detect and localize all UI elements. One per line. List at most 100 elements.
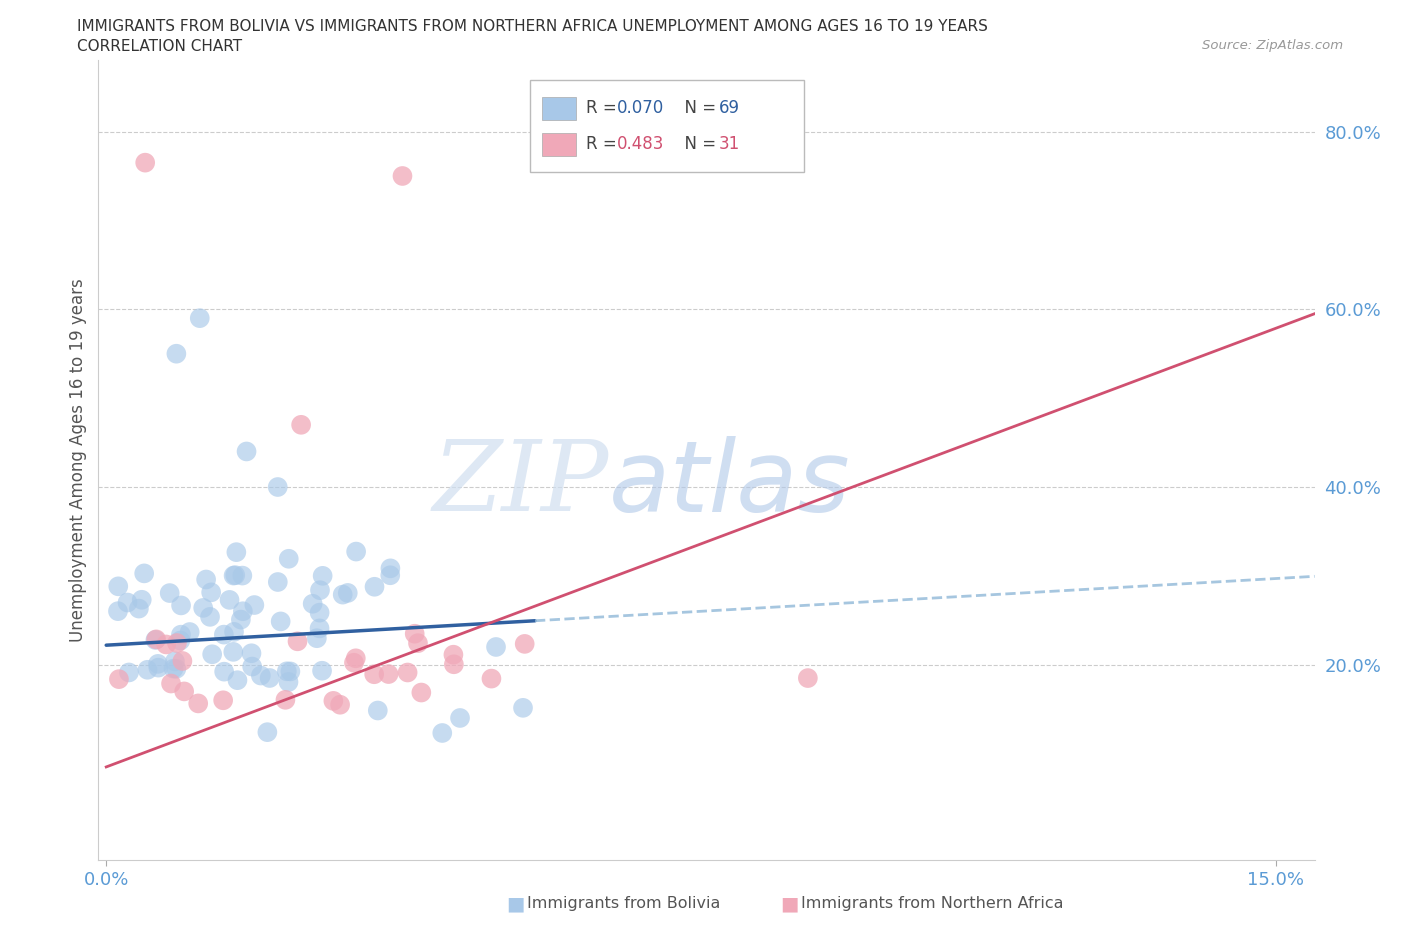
Text: ■: ■ [506, 895, 524, 913]
Point [165, 661, 187, 676]
Text: ZIP: ZIP [433, 437, 609, 532]
Point [195, 572, 218, 587]
Point [406, 636, 429, 651]
Point [226, 672, 249, 687]
Text: 0.070: 0.070 [616, 100, 664, 117]
Point [305, 631, 328, 645]
Point [128, 601, 150, 616]
Text: 31: 31 [718, 136, 740, 153]
Point [198, 609, 221, 624]
Point [163, 654, 186, 669]
Point [169, 633, 191, 648]
Point [165, 346, 187, 361]
Point [107, 578, 129, 593]
Point [173, 684, 195, 698]
Point [332, 587, 354, 602]
Point [308, 605, 330, 620]
Point [377, 667, 399, 682]
Point [212, 693, 235, 708]
Point [363, 579, 385, 594]
Text: Immigrants from Northern Africa: Immigrants from Northern Africa [801, 897, 1064, 911]
Point [404, 626, 426, 641]
Text: 0.483: 0.483 [616, 136, 664, 153]
Point [179, 625, 201, 640]
Point [267, 575, 290, 590]
Point [367, 703, 389, 718]
Point [432, 725, 454, 740]
Point [336, 586, 359, 601]
Point [187, 696, 209, 711]
Point [513, 636, 536, 651]
Point [277, 674, 299, 689]
Point [240, 659, 263, 674]
Point [329, 698, 352, 712]
Point [222, 568, 245, 583]
Bar [543, 98, 576, 120]
Point [270, 614, 292, 629]
Point [118, 665, 141, 680]
Point [243, 598, 266, 613]
Y-axis label: Unemployment Among Ages 16 to 19 years: Unemployment Among Ages 16 to 19 years [69, 278, 87, 643]
Point [280, 664, 302, 679]
Point [481, 671, 503, 686]
Point [155, 637, 177, 652]
Point [229, 612, 252, 627]
Point [380, 561, 402, 576]
Point [250, 668, 273, 683]
Point [159, 586, 181, 601]
Point [134, 566, 156, 581]
Point [290, 418, 312, 432]
Text: 69: 69 [718, 100, 740, 117]
Text: atlas: atlas [609, 436, 851, 533]
Text: ■: ■ [780, 895, 799, 913]
Point [212, 627, 235, 642]
Point [363, 667, 385, 682]
Point [222, 624, 245, 639]
Point [131, 592, 153, 607]
Point [276, 664, 298, 679]
Text: Immigrants from Bolivia: Immigrants from Bolivia [527, 897, 721, 911]
Point [193, 601, 215, 616]
Point [322, 694, 344, 709]
Point [145, 632, 167, 647]
Point [240, 645, 263, 660]
Point [274, 692, 297, 707]
Point [232, 604, 254, 618]
Point [172, 654, 194, 669]
Text: R =: R = [586, 100, 621, 117]
Point [797, 671, 820, 685]
Point [380, 568, 402, 583]
Point [344, 544, 367, 559]
Point [485, 640, 508, 655]
Text: R =: R = [586, 136, 621, 153]
Point [311, 663, 333, 678]
Point [396, 665, 419, 680]
Point [166, 635, 188, 650]
FancyBboxPatch shape [530, 81, 804, 172]
Point [235, 444, 257, 458]
Point [170, 627, 193, 642]
Point [136, 662, 159, 677]
Point [259, 671, 281, 685]
Text: N =: N = [673, 100, 721, 117]
Point [201, 647, 224, 662]
Point [449, 711, 471, 725]
Point [231, 568, 253, 583]
Point [411, 685, 433, 700]
Bar [543, 133, 576, 155]
Point [443, 657, 465, 671]
Point [301, 596, 323, 611]
Point [218, 592, 240, 607]
Point [309, 583, 332, 598]
Text: Source: ZipAtlas.com: Source: ZipAtlas.com [1202, 39, 1343, 52]
Point [160, 676, 183, 691]
Point [441, 647, 464, 662]
Point [188, 311, 211, 325]
Point [117, 595, 139, 610]
Text: CORRELATION CHART: CORRELATION CHART [77, 39, 242, 54]
Point [212, 664, 235, 679]
Point [225, 545, 247, 560]
Point [200, 585, 222, 600]
Point [267, 480, 290, 495]
Point [602, 142, 624, 157]
